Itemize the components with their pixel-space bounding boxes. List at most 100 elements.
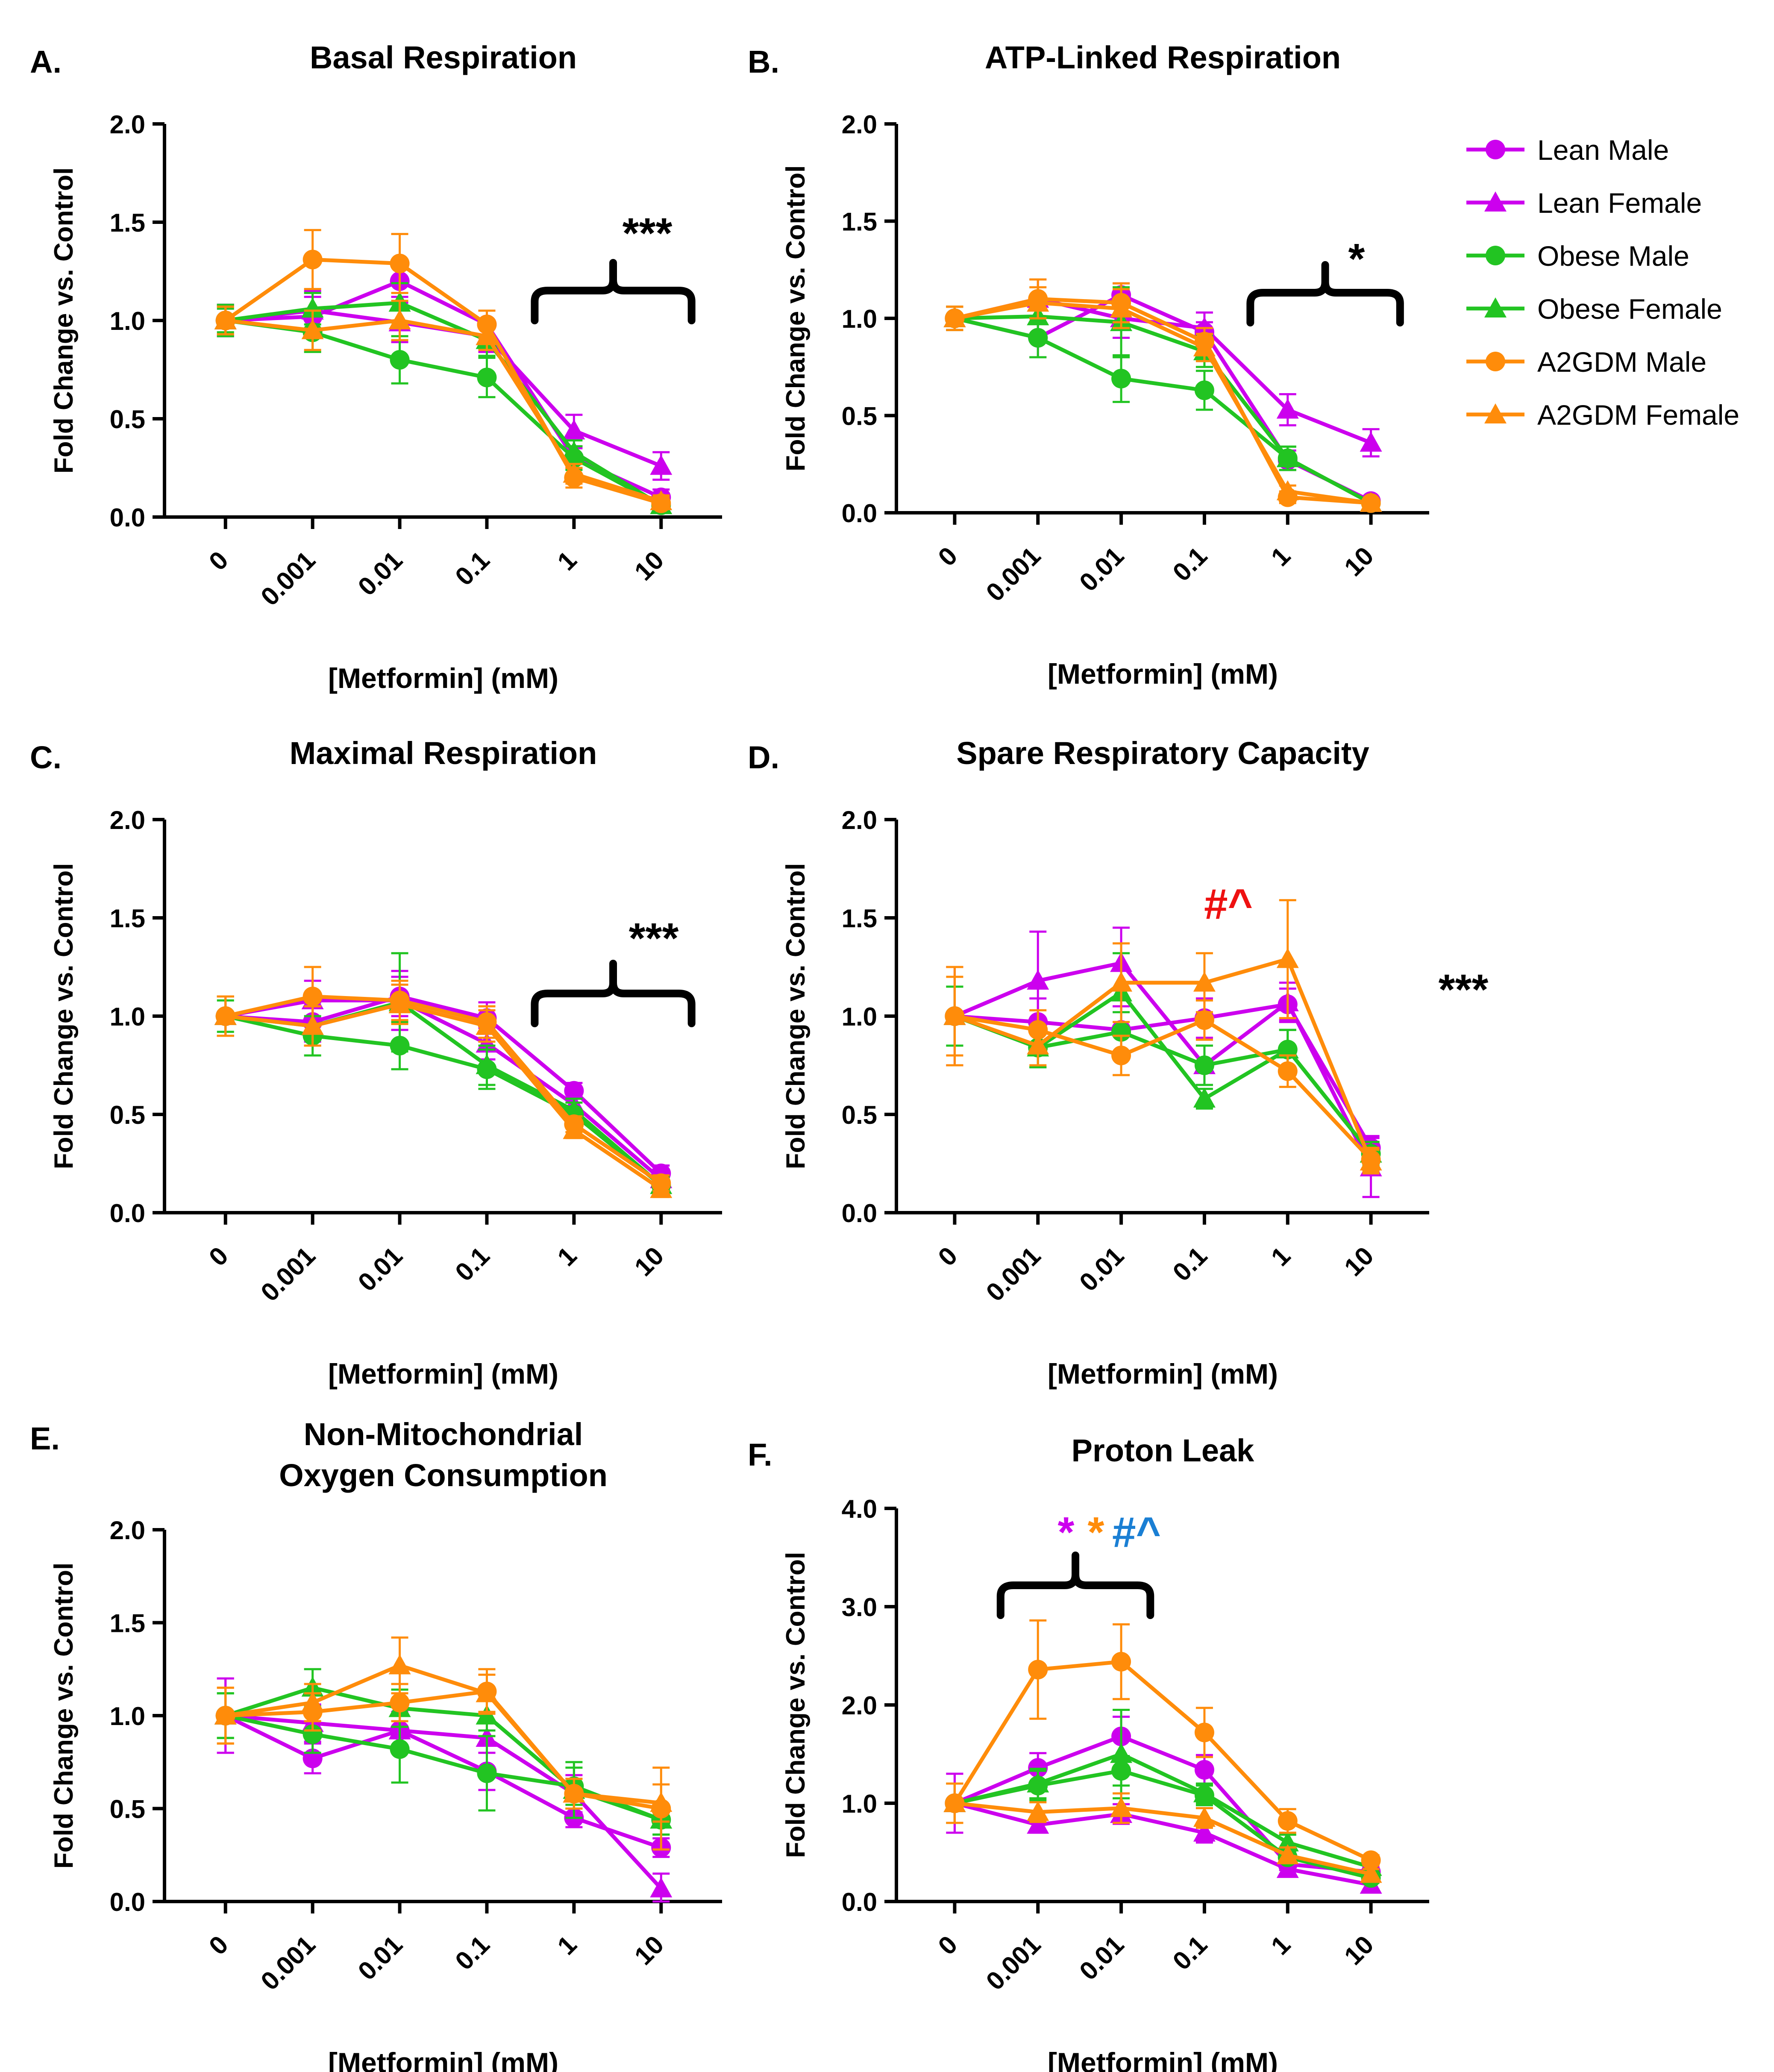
data-point bbox=[1193, 1087, 1216, 1108]
series-a2gdm-female bbox=[943, 286, 1382, 512]
data-point bbox=[1110, 971, 1133, 992]
series-a2gdm-male bbox=[945, 1619, 1381, 1870]
y-tick-label: 0.5 bbox=[110, 1101, 145, 1129]
y-tick-label: 1.0 bbox=[842, 1002, 877, 1031]
x-tick-label: 1 bbox=[1266, 1930, 1296, 1960]
x-tick-label: 0.1 bbox=[1167, 1241, 1213, 1287]
x-tick-label: 0.01 bbox=[352, 546, 408, 601]
data-point bbox=[1027, 1035, 1049, 1055]
chart-title: Non-Mitochondrial Oxygen Consumption bbox=[279, 1417, 608, 1493]
x-tick-label: 10 bbox=[1339, 541, 1379, 582]
x-tick-label: 0.1 bbox=[1167, 541, 1213, 587]
data-point bbox=[1360, 432, 1382, 452]
series-a2gdm-female bbox=[943, 1782, 1382, 1883]
data-point bbox=[303, 987, 323, 1006]
y-tick-label: 2.0 bbox=[842, 806, 877, 835]
data-point bbox=[301, 319, 324, 339]
y-tick-label: 0.0 bbox=[842, 499, 877, 528]
legend-label: Obese Male bbox=[1537, 240, 1689, 272]
chart-title-line: Non-Mitochondrial bbox=[304, 1417, 583, 1452]
data-point bbox=[1027, 1813, 1049, 1834]
series-lean-male bbox=[215, 976, 671, 1183]
series-line bbox=[954, 1801, 1372, 1876]
x-tick-label: 0.01 bbox=[1074, 1241, 1129, 1297]
x-tick-label: 0.001 bbox=[255, 1241, 321, 1307]
data-point bbox=[650, 1178, 673, 1198]
x-tick-label: 0.1 bbox=[449, 546, 495, 591]
legend-item-obese-male: Obese Male bbox=[1466, 240, 1689, 272]
series-lean-male bbox=[945, 1716, 1381, 1882]
data-point bbox=[1360, 492, 1382, 512]
data-point bbox=[390, 1693, 410, 1713]
y-tick-label: 0.0 bbox=[110, 503, 145, 532]
x-tick-label: 0.1 bbox=[449, 1241, 495, 1287]
significance-annotation: * bbox=[1348, 235, 1365, 283]
data-point bbox=[943, 1005, 966, 1025]
y-tick-label: 0.5 bbox=[842, 1101, 877, 1129]
legend-marker bbox=[1486, 352, 1505, 371]
chart-panel-2: B. ATP-Linked Respiration 0.0 0.5 1.0 1.5 2.0 0… bbox=[748, 40, 1429, 690]
data-point bbox=[1111, 1652, 1131, 1672]
series-a2gdm-female bbox=[214, 300, 673, 510]
series-line bbox=[225, 301, 662, 507]
series-line bbox=[954, 297, 1371, 505]
x-tick-label: 0 bbox=[933, 1241, 963, 1272]
panel-label: F. bbox=[748, 1437, 772, 1472]
data-point bbox=[563, 1119, 585, 1139]
chart-panel-4: D. Spare Respiratory Capacity 0.0 0.5 1.0 1.5… bbox=[748, 735, 1488, 1390]
x-tick-label: 0.001 bbox=[255, 546, 321, 611]
series-line bbox=[954, 316, 1372, 505]
panel-label: C. bbox=[30, 740, 62, 775]
series-line bbox=[954, 301, 1372, 505]
x-axis-label: [Metformin] (mM) bbox=[1048, 2047, 1278, 2072]
panel-label: B. bbox=[748, 44, 779, 79]
data-point bbox=[1027, 1801, 1049, 1821]
significance-annotation: *** bbox=[623, 209, 673, 257]
x-tick-label: 0.001 bbox=[981, 1241, 1046, 1307]
data-point bbox=[1194, 1010, 1214, 1030]
series-line bbox=[954, 1734, 1372, 1874]
y-tick-label: 0.5 bbox=[110, 1795, 145, 1824]
legend-marker bbox=[1484, 297, 1507, 317]
series-line bbox=[225, 318, 662, 503]
series-line bbox=[954, 1014, 1372, 1161]
legend-marker bbox=[1484, 191, 1507, 212]
series-line bbox=[954, 1752, 1372, 1869]
data-point bbox=[476, 1015, 498, 1035]
y-tick-label: 2.0 bbox=[842, 110, 877, 139]
significance-bracket bbox=[1246, 261, 1404, 326]
y-tick-label: 1.5 bbox=[110, 209, 145, 237]
data-point bbox=[388, 309, 411, 329]
x-axis-label: [Metformin] (mM) bbox=[328, 662, 558, 694]
panel-label: E. bbox=[30, 1421, 60, 1456]
data-point bbox=[214, 1705, 237, 1725]
chart-title: Proton Leak bbox=[1072, 1433, 1254, 1468]
significance-annotation: #^ bbox=[1204, 880, 1253, 928]
y-axis-label: Fold Change vs. Control bbox=[781, 863, 811, 1169]
x-axis-label: [Metformin] (mM) bbox=[328, 1358, 558, 1390]
data-point bbox=[943, 1792, 966, 1812]
legend-item-lean-female: Lean Female bbox=[1466, 187, 1702, 219]
chart-panel-1: A. Basal Respiration 0.0 0.5 1.0 1.5 2.0 0 0.001… bbox=[30, 40, 722, 694]
series-lean-female bbox=[943, 926, 1382, 1198]
data-point bbox=[1276, 1038, 1299, 1058]
y-tick-label: 4.0 bbox=[842, 1495, 877, 1523]
y-tick-label: 1.0 bbox=[110, 1002, 145, 1031]
series-line bbox=[225, 309, 662, 468]
data-point bbox=[1028, 328, 1048, 348]
x-tick-label: 1 bbox=[1266, 541, 1296, 572]
series-line bbox=[954, 957, 1373, 1163]
data-point bbox=[1111, 1046, 1131, 1065]
series-line bbox=[955, 314, 1372, 505]
series-a2gdm-male bbox=[215, 966, 671, 1193]
data-point bbox=[1276, 948, 1299, 968]
significance-bracket bbox=[996, 1552, 1154, 1619]
data-point bbox=[563, 1782, 585, 1803]
y-axis-label: Fold Change vs. Control bbox=[49, 168, 79, 473]
panel-label: A. bbox=[30, 44, 62, 79]
data-point bbox=[303, 1724, 323, 1744]
x-tick-label: 0.001 bbox=[981, 541, 1046, 607]
data-point bbox=[1276, 1858, 1299, 1878]
data-point bbox=[214, 309, 237, 329]
data-point bbox=[563, 441, 585, 461]
